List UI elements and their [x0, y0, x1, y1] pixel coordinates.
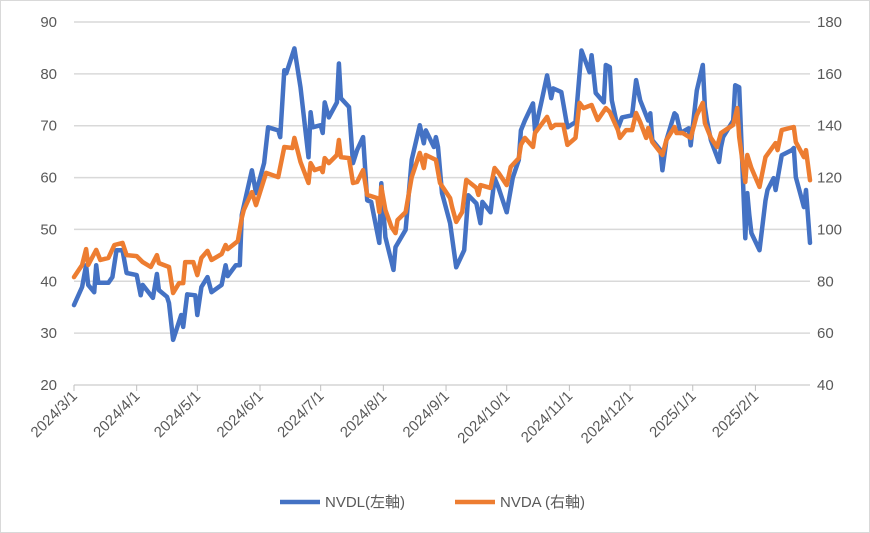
- y-left-tick-label: 50: [40, 221, 57, 238]
- x-tick-label: 2024/7/1: [274, 388, 327, 441]
- y-right-tick-label: 100: [817, 221, 842, 238]
- y-right-tick-label: 80: [817, 273, 834, 290]
- y-left-tick-label: 70: [40, 118, 57, 135]
- series-line-nvdl: [71, 46, 813, 343]
- x-tick-label: 2024/9/1: [400, 388, 453, 441]
- x-tick-label: 2025/2/1: [709, 388, 762, 441]
- y-right-tick-label: 40: [817, 377, 834, 394]
- series-lines: [71, 46, 813, 343]
- legend-label-nvdl: NVDL(左軸): [325, 494, 405, 511]
- x-tick-label: 2024/3/1: [28, 388, 81, 441]
- y-right-tick-label: 180: [817, 14, 842, 31]
- y-left-tick-label: 60: [40, 170, 57, 187]
- gridlines: [74, 21, 810, 334]
- series-line-nvda: [71, 100, 813, 296]
- y-left-tick-label: 30: [40, 325, 57, 342]
- x-tick-label: 2024/10/1: [454, 388, 513, 447]
- y-left-tick-label: 90: [40, 14, 57, 31]
- x-tick-label: 2024/12/1: [578, 388, 637, 447]
- y-right-tick-label: 120: [817, 170, 842, 187]
- y-left-tick-label: 20: [40, 377, 57, 394]
- y-right-tick-label: 60: [817, 325, 834, 342]
- x-tick-label: 2024/4/1: [90, 388, 143, 441]
- y-left-tick-label: 80: [40, 66, 57, 83]
- y-axis-left: 20 30 40 50 60 70 80 90: [40, 14, 57, 394]
- y-right-tick-label: 160: [817, 66, 842, 83]
- y-axis-right: 40 60 80 100 120 140 160 180: [817, 14, 842, 394]
- x-tick-label: 2024/5/1: [151, 388, 204, 441]
- x-tick-label: 2025/1/1: [646, 388, 699, 441]
- y-left-tick-label: 40: [40, 273, 57, 290]
- y-right-tick-label: 140: [817, 118, 842, 135]
- x-tick-label: 2024/11/1: [518, 388, 576, 446]
- x-tick-label: 2024/8/1: [337, 388, 390, 441]
- legend-label-nvda: NVDA (右軸): [500, 494, 585, 511]
- legend: NVDL(左軸) NVDA (右軸): [280, 494, 585, 511]
- x-tick-label: 2024/6/1: [214, 388, 267, 441]
- x-axis: 2024/3/1 2024/4/1 2024/5/1 2024/6/1 2024/7/1…: [28, 384, 810, 447]
